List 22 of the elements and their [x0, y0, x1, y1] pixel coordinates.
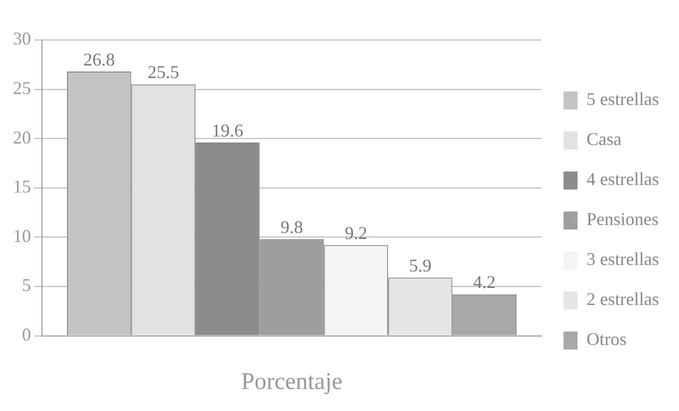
- data-label: 25.5: [148, 62, 180, 82]
- legend-label: 3 estrellas: [586, 249, 660, 270]
- data-label: 19.6: [212, 120, 244, 140]
- data-label: 9.8: [280, 216, 304, 237]
- legend-label: 4 estrellas: [586, 169, 660, 190]
- data-label: 4.2: [473, 272, 496, 292]
- y-tick-label: 25: [13, 78, 31, 98]
- legend-label: Casa: [586, 129, 622, 150]
- legend-label: 2 estrellas: [586, 289, 660, 310]
- y-tick-label: 10: [13, 226, 31, 246]
- y-tick-label: 30: [13, 28, 31, 49]
- y-tick-label: 15: [13, 176, 31, 197]
- data-label: 26.8: [83, 49, 115, 70]
- legend-label: Pensiones: [586, 209, 659, 230]
- data-label: 5.9: [408, 255, 432, 276]
- legend-label: Otros: [586, 329, 627, 350]
- x-axis-title: Porcentaje: [241, 368, 342, 395]
- legend-label: 5 estrellas: [586, 89, 660, 110]
- y-tick-label: 5: [22, 275, 31, 296]
- y-tick-label: 20: [13, 127, 31, 148]
- data-label: 9.2: [344, 222, 368, 243]
- y-tick-label: 0: [22, 324, 31, 345]
